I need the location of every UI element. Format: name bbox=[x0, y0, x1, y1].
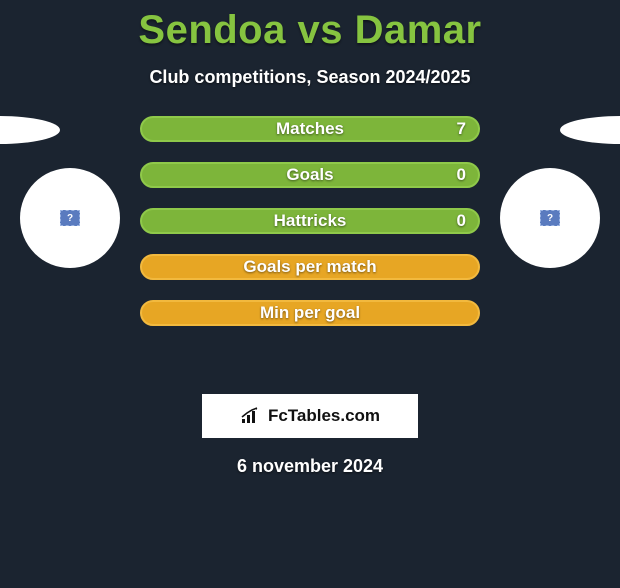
stat-bar-goals-per-match: Goals per match bbox=[140, 254, 480, 280]
question-icon: ? bbox=[67, 213, 73, 224]
stat-bar-hattricks: Hattricks 0 bbox=[140, 208, 480, 234]
date-text: 6 november 2024 bbox=[0, 456, 620, 477]
stat-bar-goals: Goals 0 bbox=[140, 162, 480, 188]
fctables-badge[interactable]: FcTables.com bbox=[202, 394, 418, 438]
stat-right-value: 0 bbox=[457, 211, 466, 231]
fctables-logo-icon bbox=[240, 407, 262, 425]
fctables-badge-text: FcTables.com bbox=[268, 406, 380, 426]
subtitle: Club competitions, Season 2024/2025 bbox=[0, 67, 620, 88]
stat-bar-matches: Matches 7 bbox=[140, 116, 480, 142]
player-left-avatar-placeholder: ? bbox=[60, 210, 80, 226]
stat-label: Matches bbox=[276, 119, 344, 139]
stat-label: Hattricks bbox=[274, 211, 347, 231]
question-icon: ? bbox=[547, 213, 553, 224]
stat-label: Goals bbox=[286, 165, 333, 185]
stat-right-value: 7 bbox=[457, 119, 466, 139]
stat-label: Min per goal bbox=[260, 303, 360, 323]
player-right-circle: ? bbox=[500, 168, 600, 268]
stat-label: Goals per match bbox=[243, 257, 376, 277]
ellipse-left-decoration bbox=[0, 116, 60, 144]
stat-bar-min-per-goal: Min per goal bbox=[140, 300, 480, 326]
stat-right-value: 0 bbox=[457, 165, 466, 185]
stat-bars: Matches 7 Goals 0 Hattricks 0 Goals per … bbox=[140, 116, 480, 326]
player-left-circle: ? bbox=[20, 168, 120, 268]
page-title: Sendoa vs Damar bbox=[0, 8, 620, 53]
ellipse-right-decoration bbox=[560, 116, 620, 144]
player-right-avatar-placeholder: ? bbox=[540, 210, 560, 226]
comparison-stage: ? ? Matches 7 Goals 0 Hattricks 0 Goals … bbox=[0, 116, 620, 376]
